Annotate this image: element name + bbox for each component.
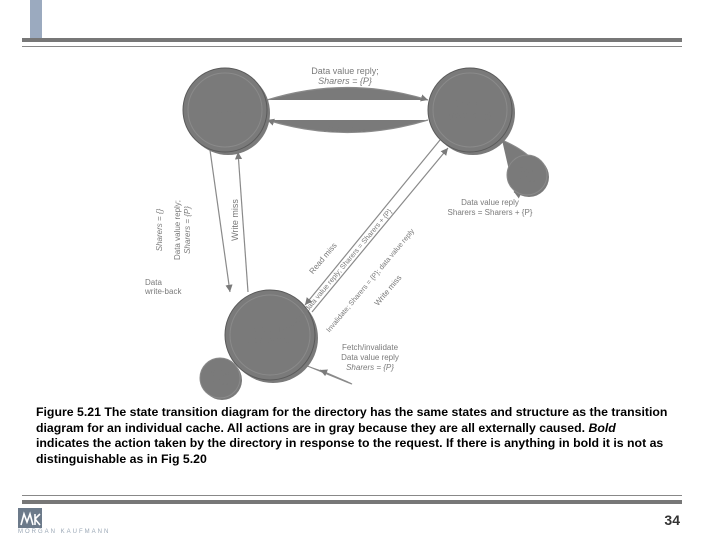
svg-text:miss: miss: [519, 175, 535, 184]
top-rule-thick: [22, 38, 682, 42]
small-node-read-miss: Read miss: [507, 155, 549, 197]
svg-text:Write miss: Write miss: [230, 199, 240, 241]
svg-text:Data value reply: Data value reply: [461, 198, 519, 207]
svg-text:Data: Data: [145, 278, 162, 287]
state-transition-diagram: Uncached Shared (read only) Exclusive (r…: [130, 60, 590, 400]
figure-caption: Figure 5.21 The state transition diagram…: [36, 405, 670, 468]
page-number: 34: [664, 512, 680, 528]
slide: Uncached Shared (read only) Exclusive (r…: [0, 0, 720, 540]
caption-bold-word: Bold: [588, 421, 615, 435]
node-shared-label-2: (read only): [448, 110, 491, 120]
svg-text:Read: Read: [517, 166, 536, 175]
bottom-rule-thick: [22, 500, 682, 504]
svg-text:miss: miss: [212, 378, 228, 387]
publisher-name: MORGAN KAUFMANN: [18, 529, 110, 534]
node-exclusive-label-1: Exclusive: [249, 324, 292, 335]
bottom-rule-thin: [22, 495, 682, 496]
node-uncached-label: Uncached: [202, 105, 247, 116]
svg-text:Sharers = {P}: Sharers = {P}: [318, 76, 372, 86]
svg-text:Sharers = {P}: Sharers = {P}: [183, 206, 192, 254]
top-accent-bar: [30, 0, 42, 38]
node-exclusive: Exclusive (read/write): [225, 290, 318, 383]
svg-text:write-back: write-back: [144, 287, 182, 296]
publisher-logo: MORGAN KAUFMANN: [18, 508, 128, 534]
top-rule-thin: [22, 46, 682, 47]
svg-text:Fetch/invalidate: Fetch/invalidate: [342, 343, 399, 352]
node-exclusive-label-2: (read/write): [247, 335, 293, 345]
node-shared-label-1: Shared: [454, 99, 486, 110]
svg-text:Sharers = {}: Sharers = {}: [155, 208, 164, 251]
svg-text:Sharers = {P}: Sharers = {P}: [346, 363, 394, 372]
caption-mid: indicates the action taken by the direct…: [36, 436, 446, 450]
svg-text:Write: Write: [211, 369, 230, 378]
caption-lead: Figure 5.21 The state transition diagram…: [36, 405, 667, 435]
node-shared: Shared (read only): [428, 68, 515, 155]
svg-text:Data value reply: Data value reply: [341, 353, 399, 362]
node-uncached: Uncached: [183, 68, 270, 155]
svg-text:Sharers = Sharers + {P}: Sharers = Sharers + {P}: [448, 208, 533, 217]
svg-text:Read miss: Read miss: [324, 124, 367, 134]
svg-text:Data value reply;: Data value reply;: [173, 200, 182, 260]
svg-text:Data value reply;: Data value reply;: [311, 66, 379, 76]
